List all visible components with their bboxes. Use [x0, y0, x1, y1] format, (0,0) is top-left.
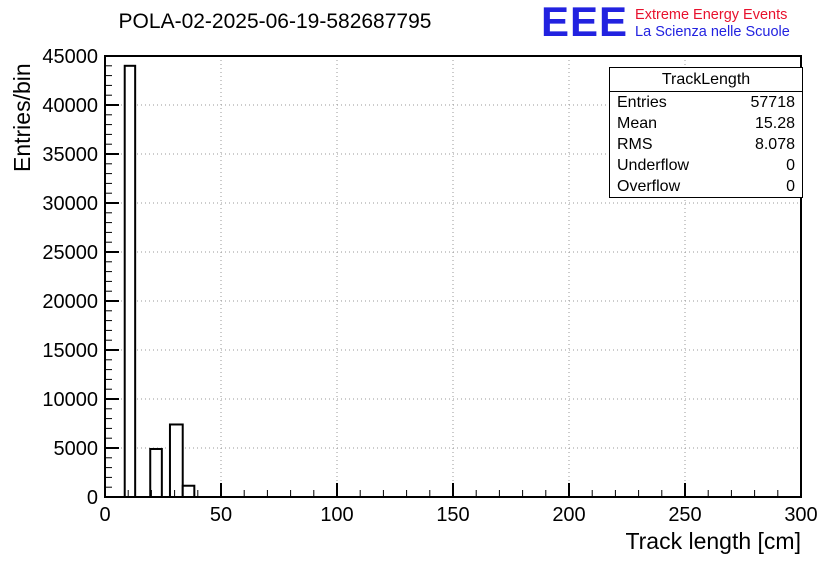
y-tick-label: 10000	[42, 389, 98, 411]
stats-value: 0	[786, 156, 795, 174]
stats-value: 15.28	[754, 114, 795, 132]
eee-logo: EEE Extreme Energy Events La Scienza nel…	[541, 0, 790, 45]
tick-labels: 0 50 100 150 200 250 300 0 5000 10000 15000 20000 25…	[42, 46, 817, 526]
y-tick-label: 35000	[42, 144, 98, 166]
y-tick-label: 5000	[54, 438, 99, 460]
y-tick-label: 40000	[42, 95, 98, 117]
x-tick-label: 300	[784, 504, 817, 526]
stats-row-underflow: Underflow 0	[610, 155, 802, 176]
x-tick-label: 50	[210, 504, 232, 526]
histogram-bar	[181, 484, 196, 499]
stats-row-overflow: Overflow 0	[610, 176, 802, 197]
x-tick-label: 100	[320, 504, 353, 526]
plot-title: POLA-02-2025-06-19-582687795	[118, 10, 432, 33]
stats-value: 8.078	[754, 135, 795, 153]
x-axis-title: Track length [cm]	[625, 528, 801, 554]
y-tick-label: 25000	[42, 242, 98, 264]
histogram-bar	[149, 447, 163, 499]
stats-row-mean: Mean 15.28	[610, 113, 802, 134]
y-tick-label: 0	[87, 487, 98, 509]
histogram-bar	[168, 423, 184, 499]
x-tick-label: 0	[99, 504, 110, 526]
x-tick-label: 150	[436, 504, 469, 526]
x-tick-label: 250	[668, 504, 701, 526]
y-tick-label: 20000	[42, 291, 98, 313]
stats-label: Mean	[617, 114, 658, 132]
stats-row-entries: Entries 57718	[610, 92, 802, 113]
x-tick-label: 200	[552, 504, 585, 526]
axis-ticks	[104, 55, 802, 498]
eee-logo-line2: La Scienza nelle Scuole	[635, 24, 790, 40]
stats-row-rms: RMS 8.078	[610, 134, 802, 155]
eee-logo-line1: Extreme Energy Events	[635, 7, 788, 23]
y-axis-title: Entries/bin	[9, 63, 35, 172]
stats-value: 57718	[750, 93, 796, 111]
eee-logo-text: EEE	[541, 0, 629, 45]
histogram-bar	[123, 64, 137, 499]
stats-label: Entries	[617, 93, 667, 111]
y-tick-label: 15000	[42, 340, 98, 362]
stats-label: RMS	[617, 135, 653, 153]
stats-title: TrackLength	[610, 68, 802, 92]
y-tick-label: 45000	[42, 46, 98, 68]
histogram-bars	[123, 64, 196, 499]
y-tick-label: 30000	[42, 193, 98, 215]
stats-box: TrackLength Entries 57718 Mean 15.28 RMS…	[609, 67, 803, 198]
stats-value: 0	[786, 177, 795, 195]
eee-logo-subtitle: Extreme Energy Events La Scienza nelle S…	[635, 2, 790, 41]
stats-label: Underflow	[617, 156, 690, 174]
stats-label: Overflow	[617, 177, 681, 195]
